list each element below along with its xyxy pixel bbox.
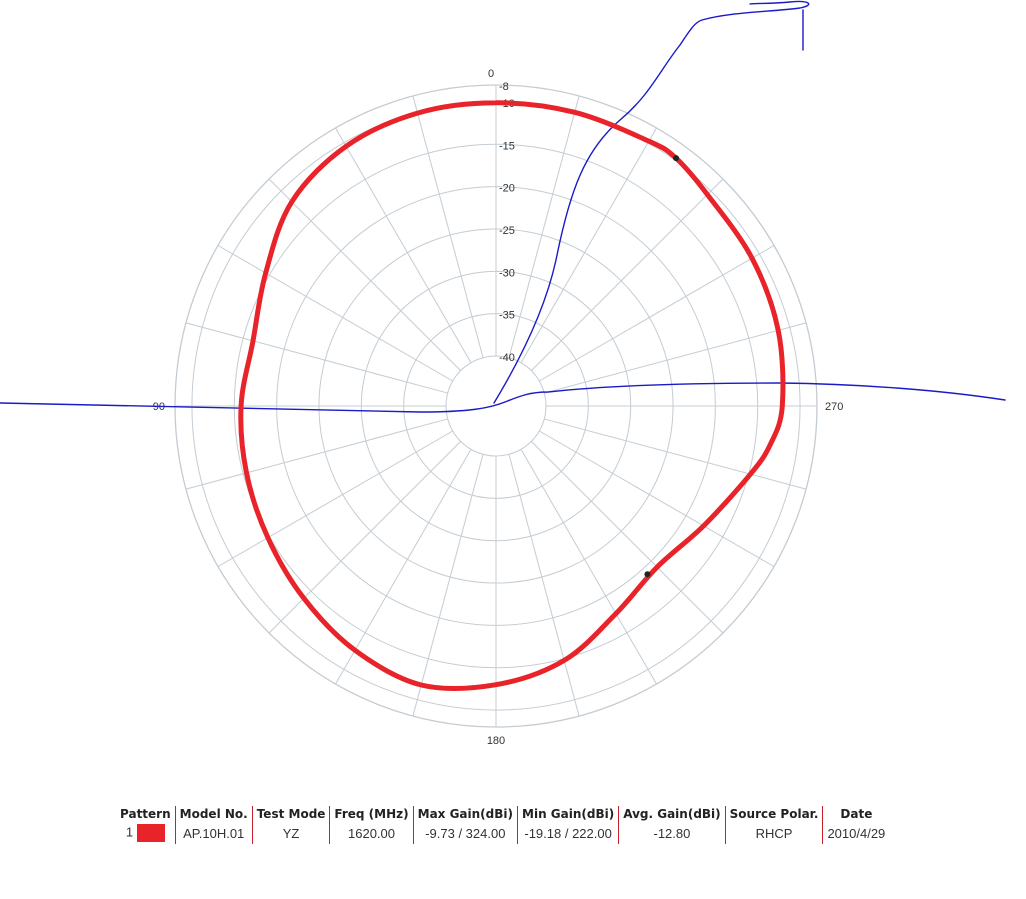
legend-header-row: Pattern Model No. Test Mode Freq (MHz) M… xyxy=(116,806,890,822)
grid-spoke xyxy=(544,418,807,490)
pattern-series xyxy=(238,100,786,692)
grid-spoke xyxy=(268,178,461,371)
cell-test-mode: YZ xyxy=(251,822,330,844)
header-model: Model No. xyxy=(174,806,253,822)
radial-tick-label: -35 xyxy=(499,310,515,322)
cell-source-polar: RHCP xyxy=(724,822,823,844)
pattern-number: 1 xyxy=(125,824,134,840)
grid-spoke xyxy=(412,95,484,358)
gain-marker xyxy=(644,571,651,578)
header-freq: Freq (MHz) xyxy=(329,806,414,822)
grid-spoke xyxy=(544,322,807,394)
grid-spoke xyxy=(217,430,453,567)
header-avg-gain: Avg. Gain(dBi) xyxy=(618,806,726,822)
cell-avg-gain: -12.80 xyxy=(618,822,726,844)
grid-spoke xyxy=(539,430,775,567)
grid-spoke xyxy=(217,245,453,382)
grid-spoke xyxy=(520,449,657,685)
cell-model: AP.10H.01 xyxy=(174,822,253,844)
grid-spoke xyxy=(412,454,484,717)
grid-ring xyxy=(445,355,547,457)
grid-spoke xyxy=(268,441,461,634)
angle-label: 0 xyxy=(488,68,494,80)
angle-label: 270 xyxy=(825,401,843,413)
hand-drawn-stroke xyxy=(0,382,1006,413)
grid-spoke xyxy=(508,454,580,717)
cell-min-gain: -19.18 / 222.00 xyxy=(517,822,619,844)
header-max-gain: Max Gain(dBi) xyxy=(412,806,518,822)
radial-tick-label: -40 xyxy=(499,352,515,364)
legend-table: Pattern Model No. Test Mode Freq (MHz) M… xyxy=(116,806,890,844)
grid-spoke xyxy=(185,322,448,394)
radial-tick-label: -15 xyxy=(499,140,515,152)
header-date: Date xyxy=(822,806,890,822)
radial-tick-label: -8 xyxy=(499,81,509,93)
grid-spoke xyxy=(531,178,724,371)
cell-pattern: 1 xyxy=(116,822,175,844)
radial-tick-label: -25 xyxy=(499,225,515,237)
header-test-mode: Test Mode xyxy=(251,806,330,822)
grid-spoke xyxy=(539,245,775,382)
hand-drawn-stroke xyxy=(493,0,810,404)
cell-date: 2010/4/29 xyxy=(822,822,890,844)
header-min-gain: Min Gain(dBi) xyxy=(517,806,619,822)
pattern-color-swatch xyxy=(136,824,165,842)
grid-spoke xyxy=(185,418,448,490)
header-source-polar: Source Polar. xyxy=(724,806,823,822)
pattern-line xyxy=(238,100,786,692)
header-pattern: Pattern xyxy=(120,807,171,821)
grid-spoke xyxy=(335,127,472,363)
grid-spoke xyxy=(508,95,580,358)
gain-marker xyxy=(673,155,680,162)
cell-max-gain: -9.73 / 324.00 xyxy=(412,822,518,844)
angle-label: 180 xyxy=(487,735,505,747)
legend-data-row: 1 AP.10H.01 YZ 1620.00 -9.73 / 324.00 -1… xyxy=(116,822,890,844)
radial-tick-label: -20 xyxy=(499,183,515,195)
polar-grid xyxy=(174,84,818,728)
radial-tick-label: -30 xyxy=(499,267,515,279)
grid-spoke xyxy=(531,441,724,634)
grid-spoke xyxy=(520,127,657,363)
grid-spoke xyxy=(335,449,472,685)
radial-tick-labels: -8-10-15-20-25-30-35-40 xyxy=(499,81,515,364)
cell-freq: 1620.00 xyxy=(329,822,414,844)
hand-drawn-annotations xyxy=(0,0,1006,413)
